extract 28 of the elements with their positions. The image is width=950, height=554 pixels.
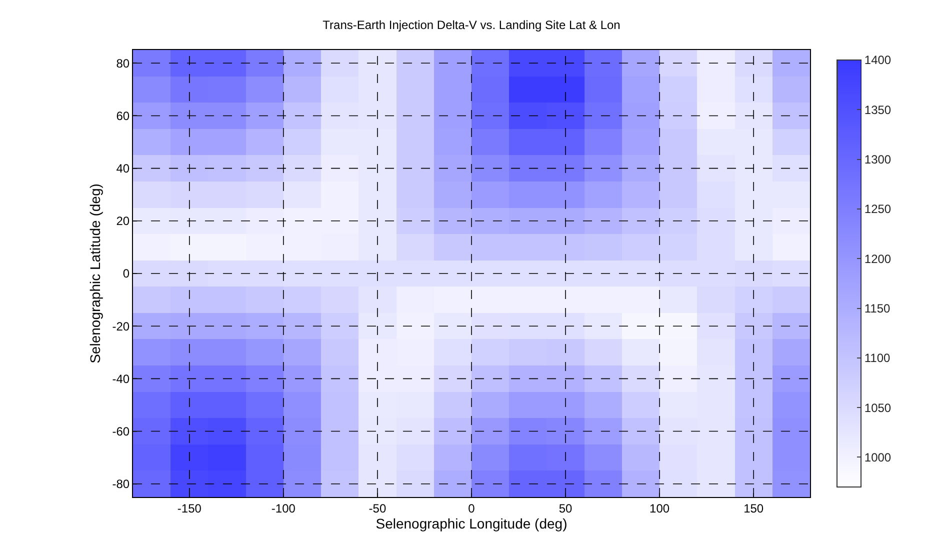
color-bar-label: 1250 bbox=[864, 202, 892, 216]
color-bar-label: 1400 bbox=[864, 53, 892, 68]
y-axis-title: Selenographic Latitude (deg) bbox=[86, 184, 103, 364]
y-tick-label: 60 bbox=[116, 108, 130, 123]
color-bar-label: 1350 bbox=[864, 102, 892, 117]
y-tick-label: -60 bbox=[112, 424, 130, 438]
x-axis-title: Selenographic Longitude (deg) bbox=[376, 516, 568, 532]
x-tick-label: 0 bbox=[468, 501, 476, 516]
color-bar-label: 1100 bbox=[864, 351, 891, 366]
y-tick-label: -20 bbox=[112, 319, 130, 334]
chart-title: Trans-Earth Injection Delta-V vs. Landing Site Lat & Lon bbox=[322, 18, 620, 32]
x-tick-label: 100 bbox=[650, 501, 670, 516]
y-tick-label: 80 bbox=[116, 56, 130, 70]
y-tick-label: 0 bbox=[122, 266, 130, 281]
x-tick-label: -100 bbox=[271, 501, 296, 516]
color-bar-label: 1000 bbox=[864, 450, 892, 464]
color-bar-label: 1200 bbox=[864, 252, 892, 266]
x-tick-label: 150 bbox=[744, 501, 764, 516]
x-tick-label: -50 bbox=[368, 501, 386, 516]
x-tick-label: 50 bbox=[558, 501, 573, 516]
y-tick-label: 20 bbox=[116, 214, 130, 228]
y-tick-label: -40 bbox=[112, 372, 130, 386]
color-bar-label: 1300 bbox=[864, 152, 892, 166]
y-tick-label: 40 bbox=[116, 162, 130, 176]
x-tick-label: -150 bbox=[177, 501, 202, 516]
color-bar-label: 1050 bbox=[864, 400, 892, 415]
y-tick-label: -80 bbox=[112, 477, 130, 492]
color-bar-label: 1150 bbox=[864, 301, 891, 316]
